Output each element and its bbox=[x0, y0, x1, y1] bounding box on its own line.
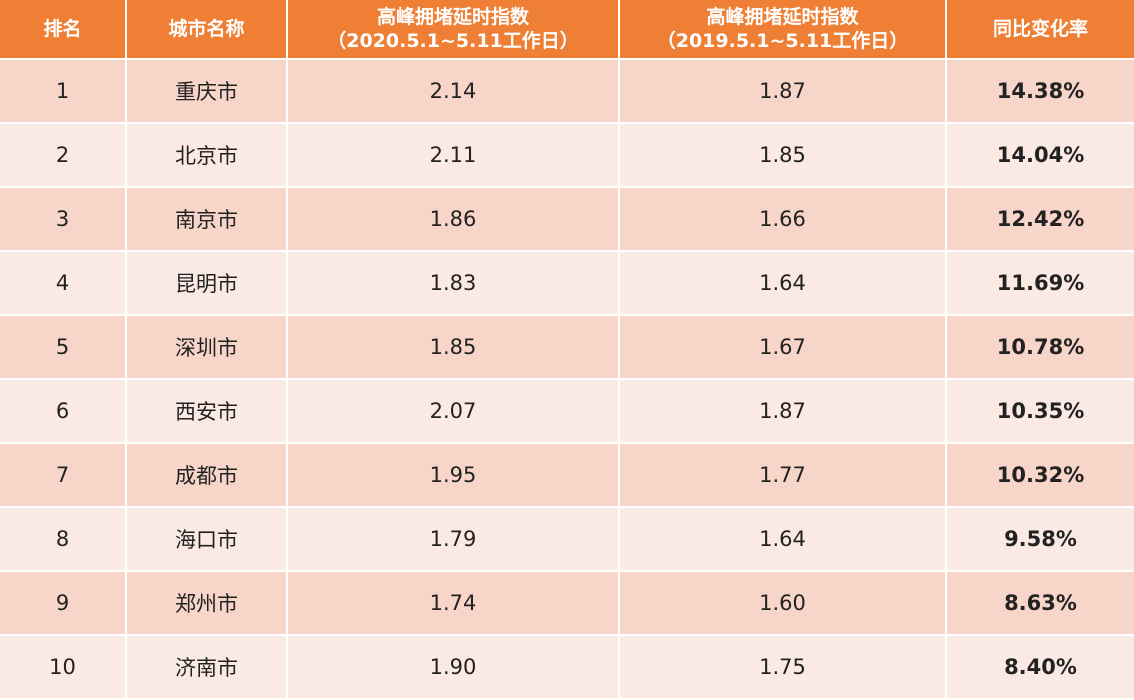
header-cell: 城市名称 bbox=[127, 0, 288, 60]
table-cell: 济南市 bbox=[127, 636, 288, 700]
header-cell: 高峰拥堵延时指数 （2019.5.1~5.11工作日） bbox=[620, 0, 947, 60]
table-cell: 9 bbox=[0, 572, 127, 636]
table-cell: 1 bbox=[0, 60, 127, 124]
table-cell: 1.90 bbox=[288, 636, 620, 700]
table-cell: 1.77 bbox=[620, 444, 947, 508]
table-cell: 1.67 bbox=[620, 316, 947, 380]
header-text: （2019.5.1~5.11工作日） bbox=[656, 30, 909, 52]
header-text: （2020.5.1~5.11工作日） bbox=[327, 30, 579, 52]
table-cell: 1.87 bbox=[620, 60, 947, 124]
table-cell: 1.86 bbox=[288, 188, 620, 252]
table-cell: 1.83 bbox=[288, 252, 620, 316]
table-cell: 10 bbox=[0, 636, 127, 700]
header-text: 高峰拥堵延时指数 bbox=[706, 6, 859, 28]
table-cell: 8.40% bbox=[947, 636, 1134, 700]
table-cell: 1.74 bbox=[288, 572, 620, 636]
table-cell: 1.85 bbox=[620, 124, 947, 188]
table-cell: 1.95 bbox=[288, 444, 620, 508]
table-cell: 1.66 bbox=[620, 188, 947, 252]
table-cell: 14.38% bbox=[947, 60, 1134, 124]
table-cell: 2 bbox=[0, 124, 127, 188]
table-cell: 2.07 bbox=[288, 380, 620, 444]
table-cell: 7 bbox=[0, 444, 127, 508]
header-text: 城市名称 bbox=[168, 18, 245, 40]
table-cell: 郑州市 bbox=[127, 572, 288, 636]
header-text: 排名 bbox=[43, 18, 82, 40]
table-cell: 8.63% bbox=[947, 572, 1134, 636]
table-cell: 1.64 bbox=[620, 252, 947, 316]
table-cell: 2.11 bbox=[288, 124, 620, 188]
table-cell: 11.69% bbox=[947, 252, 1134, 316]
table-cell: 3 bbox=[0, 188, 127, 252]
table-cell: 2.14 bbox=[288, 60, 620, 124]
table-cell: 8 bbox=[0, 508, 127, 572]
header-text: 同比变化率 bbox=[992, 18, 1088, 40]
table-cell: 南京市 bbox=[127, 188, 288, 252]
table-cell: 深圳市 bbox=[127, 316, 288, 380]
table-cell: 海口市 bbox=[127, 508, 288, 572]
table-cell: 10.32% bbox=[947, 444, 1134, 508]
table-cell: 重庆市 bbox=[127, 60, 288, 124]
table-cell: 9.58% bbox=[947, 508, 1134, 572]
table-cell: 昆明市 bbox=[127, 252, 288, 316]
table-cell: 10.78% bbox=[947, 316, 1134, 380]
table-cell: 1.60 bbox=[620, 572, 947, 636]
table-cell: 1.85 bbox=[288, 316, 620, 380]
table-cell: 4 bbox=[0, 252, 127, 316]
table-cell: 成都市 bbox=[127, 444, 288, 508]
table-cell: 1.87 bbox=[620, 380, 947, 444]
table-cell: 10.35% bbox=[947, 380, 1134, 444]
header-cell: 排名 bbox=[0, 0, 127, 60]
table-cell: 6 bbox=[0, 380, 127, 444]
header-cell: 同比变化率 bbox=[947, 0, 1134, 60]
header-cell: 高峰拥堵延时指数 （2020.5.1~5.11工作日） bbox=[288, 0, 620, 60]
table-cell: 北京市 bbox=[127, 124, 288, 188]
table-cell: 西安市 bbox=[127, 380, 288, 444]
table-cell: 1.75 bbox=[620, 636, 947, 700]
table-cell: 14.04% bbox=[947, 124, 1134, 188]
table-cell: 1.79 bbox=[288, 508, 620, 572]
table-cell: 5 bbox=[0, 316, 127, 380]
header-text: 高峰拥堵延时指数 bbox=[376, 6, 529, 28]
table-cell: 12.42% bbox=[947, 188, 1134, 252]
table-cell: 1.64 bbox=[620, 508, 947, 572]
